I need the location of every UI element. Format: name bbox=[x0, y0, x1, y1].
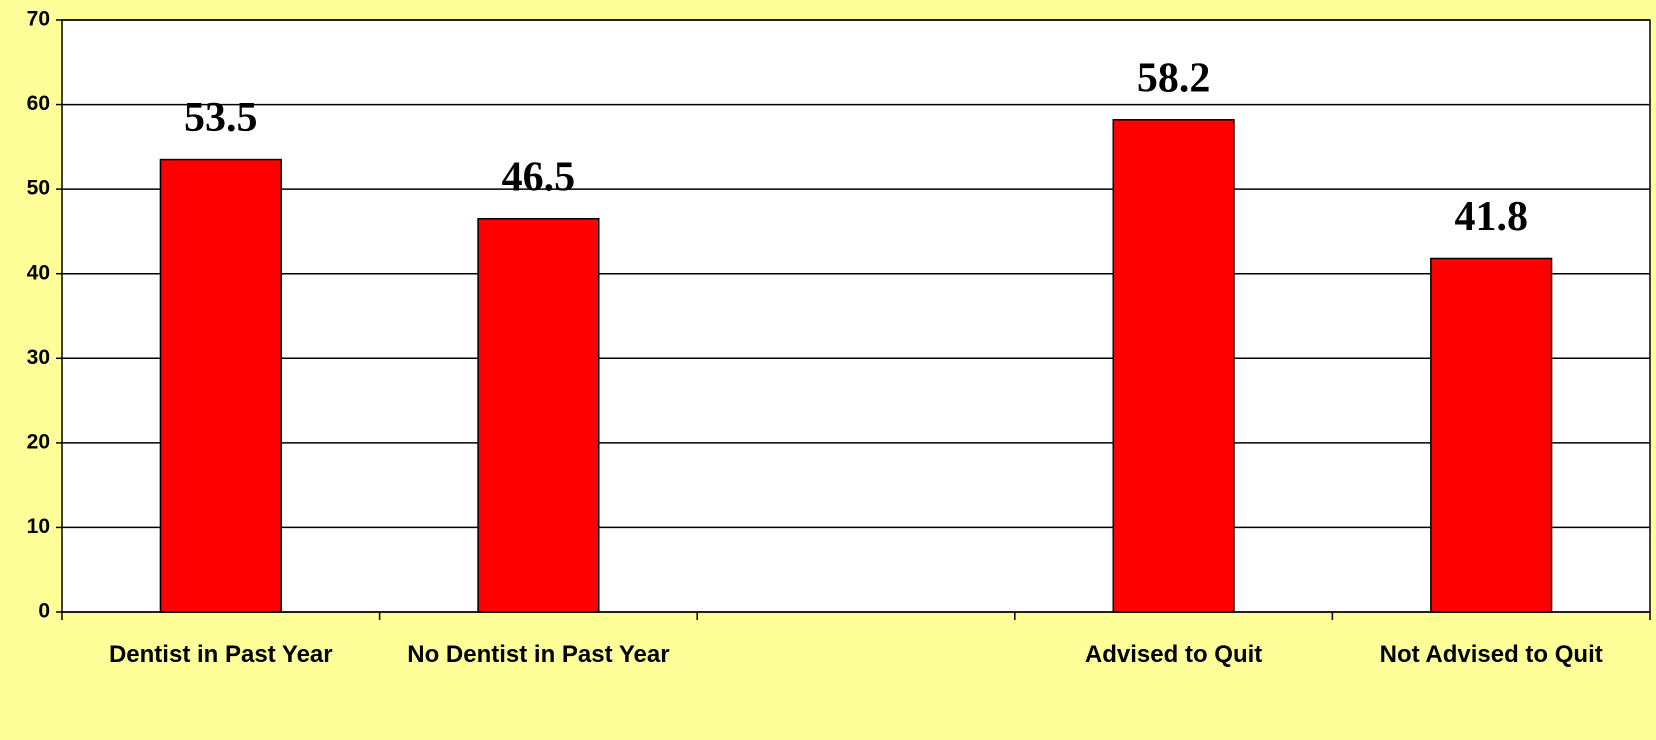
y-tick-label: 30 bbox=[27, 346, 50, 369]
y-tick-label: 20 bbox=[27, 430, 50, 453]
data-label: 58.2 bbox=[1137, 55, 1211, 101]
bar bbox=[1112, 119, 1235, 613]
x-tick-label: Advised to Quit bbox=[1084, 641, 1263, 668]
x-tick-label: Dentist in Past Year bbox=[108, 641, 333, 668]
data-label: 53.5 bbox=[184, 95, 258, 141]
y-tick-label: 10 bbox=[27, 515, 50, 538]
y-tick-label: 60 bbox=[27, 92, 50, 115]
bar bbox=[1430, 257, 1553, 613]
plot-border bbox=[61, 19, 1651, 613]
plot-area bbox=[62, 20, 1650, 612]
y-tick-label: 50 bbox=[27, 177, 50, 200]
x-tick-label: Not Advised to Quit bbox=[1379, 641, 1603, 668]
data-label: 41.8 bbox=[1454, 194, 1528, 240]
x-tick-label: No Dentist in Past Year bbox=[407, 641, 670, 668]
bar bbox=[477, 217, 600, 613]
bar bbox=[159, 158, 282, 613]
data-label: 46.5 bbox=[502, 154, 576, 200]
y-tick-label: 40 bbox=[27, 261, 50, 284]
y-tick-label: 0 bbox=[38, 600, 50, 623]
y-tick-label: 70 bbox=[27, 8, 50, 31]
